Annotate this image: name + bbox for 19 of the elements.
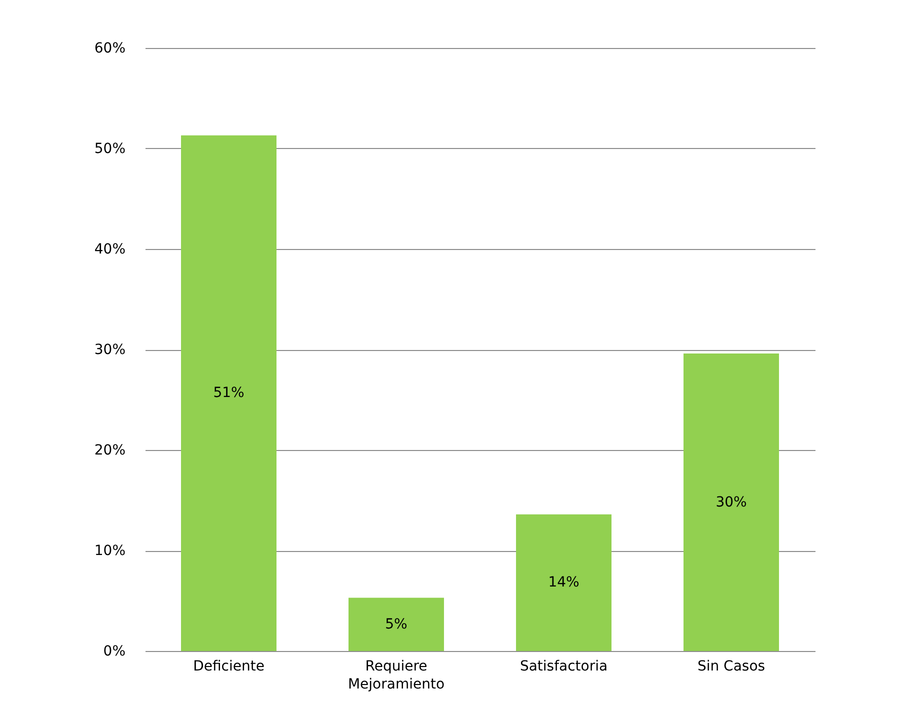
data-label: 30% bbox=[716, 494, 747, 510]
data-label: 14% bbox=[548, 574, 580, 591]
bar bbox=[348, 598, 444, 651]
x-tick-label: Requiere Mejoramiento bbox=[348, 658, 445, 692]
y-tick-label: 0% bbox=[103, 644, 126, 660]
data-label: 51% bbox=[213, 385, 244, 402]
y-tick-label: 10% bbox=[94, 543, 126, 559]
y-tick-label: 20% bbox=[94, 442, 126, 458]
data-label: 5% bbox=[385, 616, 408, 632]
y-tick-label: 60% bbox=[94, 40, 126, 56]
x-tick-label: Deficiente bbox=[193, 658, 264, 674]
bar bbox=[684, 354, 779, 651]
bar bbox=[181, 135, 276, 651]
bar bbox=[516, 514, 612, 651]
x-tick-label: Satisfactoria bbox=[520, 658, 608, 674]
y-tick-label: 30% bbox=[94, 342, 126, 358]
y-tick-label: 50% bbox=[94, 141, 126, 157]
x-tick-label: Sin Casos bbox=[697, 658, 766, 674]
y-tick-label: 40% bbox=[94, 242, 126, 258]
